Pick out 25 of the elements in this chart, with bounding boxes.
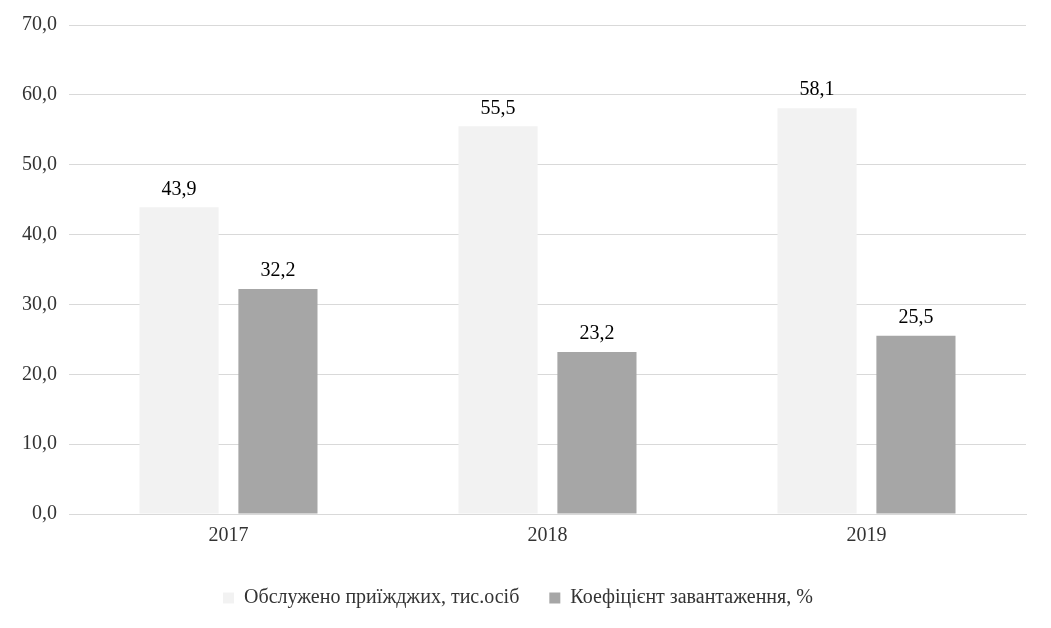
data-label: 23,2 (579, 321, 615, 344)
y-tick-label: 50,0 (22, 151, 57, 174)
data-label: 55,5 (480, 95, 516, 118)
data-label: 58,1 (799, 77, 835, 100)
bar (139, 207, 219, 514)
data-label: 32,2 (260, 258, 296, 281)
x-tick-label: 2018 (527, 523, 568, 546)
legend-label: Обслужено приїжджих, тис.осіб (244, 585, 520, 609)
bar (238, 289, 318, 514)
y-tick-label: 20,0 (22, 361, 57, 384)
bar (458, 126, 538, 514)
x-tick-label: 2017 (208, 523, 249, 546)
y-tick-label: 70,0 (22, 12, 57, 35)
y-tick-label: 0,0 (32, 501, 57, 524)
y-tick-label: 10,0 (22, 431, 57, 454)
y-tick-label: 30,0 (22, 291, 57, 314)
y-tick-label: 40,0 (22, 221, 57, 244)
data-label: 43,9 (161, 176, 197, 199)
bar (557, 351, 637, 514)
legend-label: Коефіцієнт завантаження, % (570, 585, 813, 609)
x-tick-label: 2019 (846, 523, 887, 546)
y-tick-label: 60,0 (22, 82, 57, 105)
data-label: 25,5 (898, 305, 934, 328)
bar (876, 335, 956, 514)
bar (777, 108, 857, 514)
